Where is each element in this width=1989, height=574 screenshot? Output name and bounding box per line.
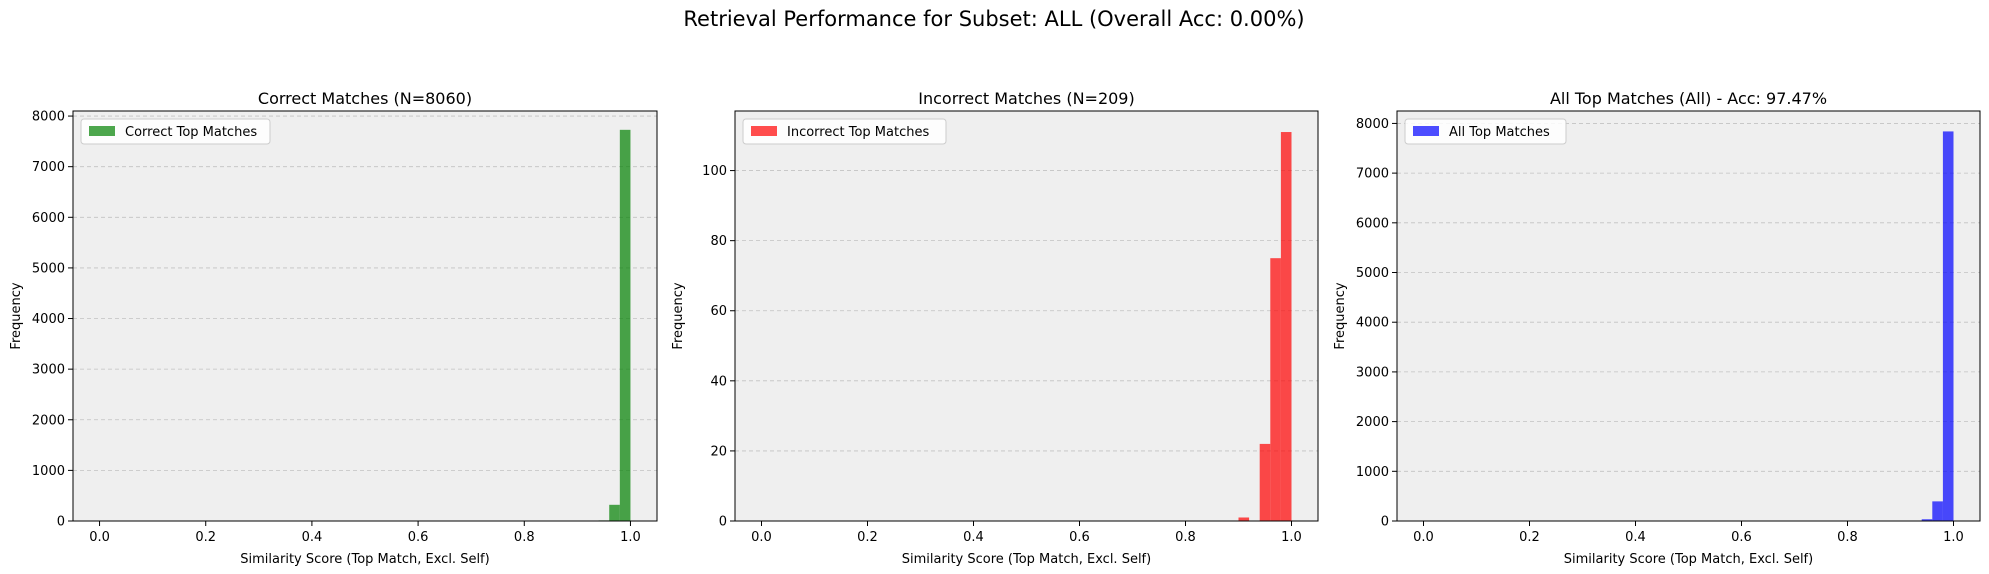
legend-swatch: [751, 126, 777, 136]
histogram-bar: [609, 504, 620, 521]
y-tick-label: 0: [1381, 515, 1389, 530]
y-tick-label: 7000: [32, 160, 65, 175]
x-tick-label: 0.0: [1413, 530, 1434, 545]
x-tick-label: 0.8: [1175, 530, 1196, 545]
legend-label: Correct Top Matches: [125, 125, 257, 140]
x-tick-label: 1.0: [1281, 530, 1302, 545]
plot-area: [73, 111, 657, 521]
y-tick-label: 2000: [1356, 415, 1389, 430]
x-tick-label: 0.8: [1837, 530, 1858, 545]
y-tick-label: 4000: [32, 312, 65, 327]
axes-frame: [734, 110, 1319, 522]
legend-label: Incorrect Top Matches: [787, 125, 929, 140]
y-tick-label: 1000: [1356, 465, 1389, 480]
y-tick-label: 8000: [32, 110, 65, 125]
x-axis-label: Similarity Score (Top Match, Excl. Self): [240, 552, 489, 567]
legend-box: [80, 118, 271, 145]
histogram-bar: [1259, 443, 1271, 521]
chart-panel-1: 0.0 0.2 0.4 0.6 0.8 1.0 0 1000 2000 3000 4000 5000 6…: [9, 89, 658, 567]
histogram-bar: [1921, 519, 1933, 521]
x-tick-label: 0.6: [408, 530, 429, 545]
legend-label: All Top Matches: [1449, 125, 1550, 140]
chart-panel-2: 0.0 0.2 0.4 0.6 0.8 1.0 0 20 40 60 80 100 Incorrect …: [671, 89, 1319, 567]
histogram-bar: [1270, 258, 1281, 521]
y-tick-label: 3000: [32, 363, 65, 378]
histogram-bar: [1942, 131, 1954, 521]
histogram-bar: [1238, 517, 1250, 521]
histogram-bar: [1932, 501, 1943, 521]
figure-title: Retrieval Performance for Subset: ALL (O…: [683, 7, 1304, 31]
x-tick-label: 0.8: [514, 530, 535, 545]
y-axis-label: Frequency: [1333, 282, 1348, 349]
y-tick-label: 0: [719, 515, 727, 530]
y-tick-label: 80: [710, 234, 727, 249]
y-tick-label: 7000: [1356, 167, 1389, 182]
y-axis-label: Frequency: [671, 282, 686, 349]
y-tick-label: 6000: [1356, 216, 1389, 231]
x-axis-label: Similarity Score (Top Match, Excl. Self): [902, 552, 1151, 567]
x-tick-label: 0.4: [302, 530, 323, 545]
y-tick-label: 0: [57, 515, 65, 530]
legend-swatch: [89, 126, 115, 136]
x-tick-label: 0.0: [89, 530, 110, 545]
x-tick-label: 1.0: [1943, 530, 1964, 545]
chart-title: Incorrect Matches (N=209): [918, 89, 1134, 108]
legend-swatch: [1413, 126, 1439, 136]
x-tick-label: 0.4: [1625, 530, 1646, 545]
x-tick-label: 0.4: [963, 530, 984, 545]
plot-area: [735, 111, 1318, 521]
y-tick-label: 40: [710, 374, 727, 389]
y-tick-label: 60: [710, 304, 727, 319]
x-tick-label: 0.6: [1069, 530, 1090, 545]
plot-area: [1397, 111, 1980, 521]
legend-box: [742, 118, 947, 145]
y-tick-label: 4000: [1356, 316, 1389, 331]
legend: Incorrect Top Matches: [742, 118, 947, 145]
chart-panel-3: 0.0 0.2 0.4 0.6 0.8 1.0 0 1000 2000 3000 4000 5000 6…: [1333, 89, 1981, 567]
y-tick-label: 2000: [32, 413, 65, 428]
legend-box: [1404, 118, 1567, 145]
x-axis-label: Similarity Score (Top Match, Excl. Self): [1564, 552, 1813, 567]
y-axis-label: Frequency: [9, 282, 24, 349]
legend: Correct Top Matches: [80, 118, 271, 145]
x-tick-label: 0.0: [751, 530, 772, 545]
x-tick-label: 1.0: [620, 530, 641, 545]
chart-title: Correct Matches (N=8060): [258, 89, 472, 108]
histogram-bar: [619, 129, 631, 521]
histogram-bar: [1280, 132, 1292, 521]
x-tick-label: 0.2: [195, 530, 216, 545]
y-tick-label: 20: [710, 444, 727, 459]
y-tick-label: 1000: [32, 464, 65, 479]
y-tick-label: 100: [702, 164, 727, 179]
y-tick-label: 5000: [32, 261, 65, 276]
chart-title: All Top Matches (All) - Acc: 97.47%: [1550, 89, 1827, 108]
y-tick-label: 5000: [1356, 266, 1389, 281]
y-tick-label: 3000: [1356, 365, 1389, 380]
x-tick-label: 0.2: [1519, 530, 1540, 545]
x-tick-label: 0.2: [857, 530, 878, 545]
legend: All Top Matches: [1404, 118, 1567, 145]
y-tick-label: 8000: [1356, 117, 1389, 132]
axes-frame: [72, 110, 658, 522]
x-tick-label: 0.6: [1731, 530, 1752, 545]
axes-frame: [1396, 110, 1981, 522]
y-tick-label: 6000: [32, 211, 65, 226]
